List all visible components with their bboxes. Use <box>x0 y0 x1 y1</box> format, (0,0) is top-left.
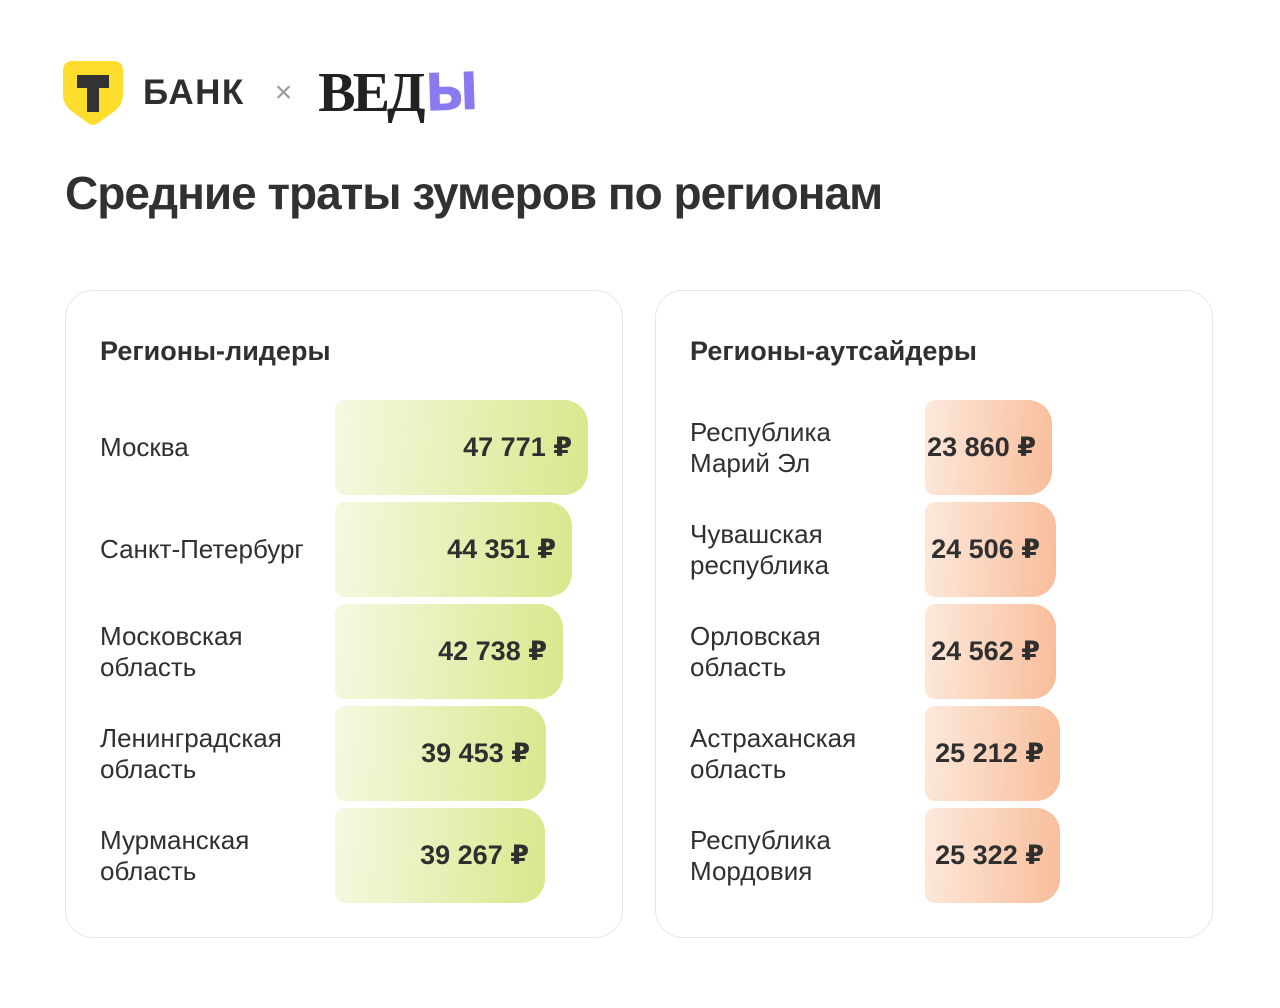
region-label: Московская область <box>100 620 243 682</box>
vedy-logo: ВЕД Ы <box>318 62 480 124</box>
vedy-logo-purple-part: Ы <box>423 62 480 124</box>
value-label: 23 860 ₽ <box>927 432 1036 462</box>
value-bar: 24 506 ₽ <box>925 502 1056 597</box>
region-label: Орловская область <box>690 620 821 682</box>
region-label: Республика Мордовия <box>690 824 831 886</box>
chart-row: Республика Марий Эл 23 860 ₽ <box>690 400 1178 495</box>
tbank-shield-icon <box>63 61 123 125</box>
region-label: Мурманская область <box>100 824 250 886</box>
value-bar: 47 771 ₽ <box>335 400 588 495</box>
value-bar: 25 322 ₽ <box>925 808 1060 903</box>
value-bar: 24 562 ₽ <box>925 604 1056 699</box>
value-label: 39 453 ₽ <box>421 738 530 768</box>
value-bar: 42 738 ₽ <box>335 604 563 699</box>
value-bar: 23 860 ₽ <box>925 400 1052 495</box>
tbank-wordmark: БАНК <box>143 73 245 112</box>
chart-row: Орловская область 24 562 ₽ <box>690 604 1178 699</box>
chart-row: Ленинградская область 39 453 ₽ <box>100 706 588 801</box>
leaders-panel: Регионы-лидеры Москва 47 771 ₽ Санкт-Петер… <box>65 290 623 938</box>
region-label: Республика Марий Эл <box>690 416 831 478</box>
value-bar: 39 453 ₽ <box>335 706 546 801</box>
region-label: Астраханская область <box>690 722 857 784</box>
region-label: Санкт-Петербург <box>100 534 304 564</box>
multiply-separator-icon: × <box>274 76 293 109</box>
value-label: 25 322 ₽ <box>935 840 1044 870</box>
value-bar: 39 267 ₽ <box>335 808 545 903</box>
outsiders-panel: Регионы-аутсайдеры Республика Марий Эл 23 … <box>655 290 1213 938</box>
value-label: 25 212 ₽ <box>935 738 1044 768</box>
chart-row: Московская область 42 738 ₽ <box>100 604 588 699</box>
outsiders-bar-list: Республика Марий Эл 23 860 ₽ Чувашская респу… <box>690 400 1178 903</box>
chart-row: Москва 47 771 ₽ <box>100 400 588 495</box>
chart-row: Санкт-Петербург 44 351 ₽ <box>100 502 588 597</box>
value-label: 42 738 ₽ <box>438 636 547 666</box>
outsiders-panel-heading: Регионы-аутсайдеры <box>690 336 977 366</box>
value-label: 44 351 ₽ <box>447 534 556 564</box>
region-label: Чувашская республика <box>690 518 830 580</box>
chart-row: Республика Мордовия 25 322 ₽ <box>690 808 1178 903</box>
page-title: Средние траты зумеров по регионам <box>65 167 883 219</box>
value-label: 24 562 ₽ <box>931 636 1040 666</box>
chart-row: Астраханская область 25 212 ₽ <box>690 706 1178 801</box>
value-bar: 25 212 ₽ <box>925 706 1060 801</box>
logo-row: БАНК × ВЕД Ы <box>63 58 480 128</box>
chart-row: Чувашская республика 24 506 ₽ <box>690 502 1178 597</box>
region-label: Москва <box>100 432 189 462</box>
value-label: 24 506 ₽ <box>931 534 1040 564</box>
leaders-bar-list: Москва 47 771 ₽ Санкт-Петербург 44 351 ₽ Мос… <box>100 400 588 903</box>
vedy-logo-black-part: ВЕД <box>318 62 425 124</box>
value-bar: 44 351 ₽ <box>335 502 572 597</box>
leaders-panel-heading: Регионы-лидеры <box>100 336 331 366</box>
chart-row: Мурманская область 39 267 ₽ <box>100 808 588 903</box>
region-label: Ленинградская область <box>100 722 282 784</box>
value-label: 47 771 ₽ <box>463 432 572 462</box>
value-label: 39 267 ₽ <box>420 840 529 870</box>
